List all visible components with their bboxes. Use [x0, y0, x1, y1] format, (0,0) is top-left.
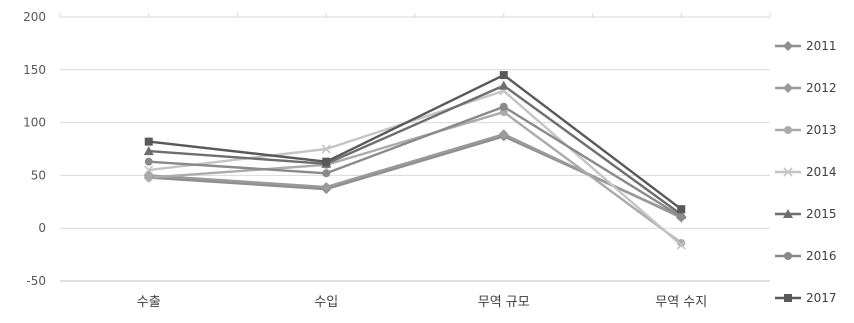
x-axis: 수출 수입 무역 규모 무역 수지: [60, 280, 770, 310]
legend-marker-2016: [784, 252, 792, 260]
data-point-2013: [677, 238, 686, 247]
legend-label-2014: 2014: [806, 165, 837, 179]
x-tick-label: 수출: [137, 295, 161, 310]
data-point-2016: [322, 169, 331, 178]
series-markers: [143, 71, 687, 250]
data-point-2016: [499, 102, 508, 111]
x-tick-label: 수입: [314, 295, 338, 310]
y-tick-label: 50: [31, 168, 46, 182]
y-tick-label: -50: [26, 274, 46, 288]
x-tick-label: 무역 수지: [655, 295, 707, 310]
legend-marker-2014: [783, 167, 793, 177]
data-point-2015: [143, 146, 154, 156]
data-point-2017: [322, 157, 331, 166]
y-tick-label: 150: [23, 63, 46, 77]
legend-marker-2017: [784, 294, 792, 302]
series-line-2015: [148, 84, 682, 216]
data-point-2015: [498, 80, 509, 90]
legend-label-2012: 2012: [806, 81, 837, 95]
data-point-2014: [676, 240, 686, 250]
legend-label-2017: 2017: [806, 291, 837, 305]
x-tick-label: 무역 규모: [478, 295, 530, 310]
y-tick-label: 200: [23, 10, 46, 24]
y-tick-label: 0: [38, 221, 46, 235]
y-axis: -50 0 50 100 150 200: [23, 10, 46, 288]
data-point-2014: [144, 165, 154, 175]
data-point-2017: [144, 137, 153, 146]
series-lines: [148, 73, 683, 247]
y-tick-label: 100: [23, 116, 46, 130]
legend-marker-2013: [784, 126, 792, 134]
data-point-2012: [498, 129, 509, 140]
data-point-2016: [144, 157, 153, 166]
legend: 2011 2012 2013 2014 2015 2016 2017: [775, 39, 837, 305]
series-line-2017: [148, 73, 682, 211]
series-line-2012: [148, 133, 682, 219]
legend-label-2016: 2016: [806, 249, 837, 263]
series-line-2014: [148, 89, 683, 247]
data-point-2017: [499, 71, 508, 80]
legend-label-2011: 2011: [806, 39, 837, 53]
data-point-2016: [677, 212, 686, 221]
legend-marker-2012: [783, 83, 793, 93]
legend-marker-2015: [783, 209, 793, 218]
legend-marker-2011: [783, 41, 793, 51]
gridlines: [59, 13, 771, 282]
series-line-2013: [148, 110, 682, 244]
data-point-2014: [321, 144, 331, 154]
data-point-2017: [677, 205, 686, 214]
data-point-2012: [321, 182, 332, 193]
series-line-2016: [148, 105, 682, 218]
data-point-2013: [144, 173, 153, 182]
legend-label-2013: 2013: [806, 123, 837, 137]
legend-label-2015: 2015: [806, 207, 837, 221]
